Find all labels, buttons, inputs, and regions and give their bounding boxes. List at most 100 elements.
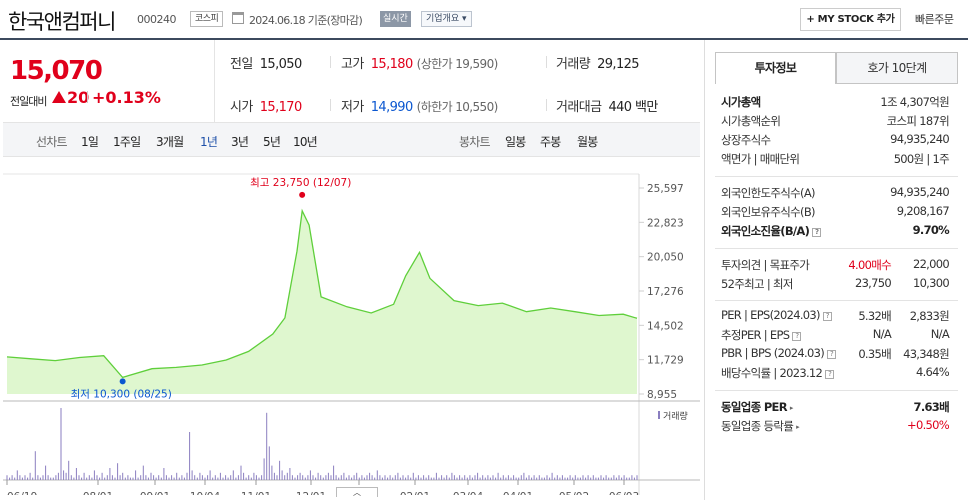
stat-prev-close: 전일 15,050: [230, 57, 302, 72]
high-marker: [299, 191, 306, 198]
row-foreign-hold: 외국인보유주식수(B) 9,208,167: [721, 204, 950, 219]
company-overview-dropdown[interactable]: 기업개요 ▾: [421, 11, 472, 27]
change-divider: [87, 91, 88, 103]
base-date: 2024.06.18 기준(장마감): [249, 14, 363, 27]
section-divider: [715, 248, 958, 249]
y-tick-label: 8,955: [647, 389, 677, 401]
x-tick-label: 08/01: [83, 491, 113, 495]
section-divider: [715, 176, 958, 177]
stat-divider: [546, 99, 547, 111]
volume-legend-swatch: [658, 411, 660, 419]
row-pbr-bps: PBR | BPS (2024.03)? 0.35배 43,348원: [721, 346, 950, 361]
help-icon[interactable]: ?: [827, 350, 837, 359]
stat-trade-amount: 거래대금 440 백만: [556, 100, 658, 115]
tab-daily[interactable]: 일봉: [505, 135, 526, 149]
expand-chart-button[interactable]: ︿: [336, 487, 378, 497]
tab-1y[interactable]: 1년: [200, 135, 218, 149]
tab-1w[interactable]: 1주일: [113, 135, 141, 149]
row-52week: 52주최고 | 최저 23,750 10,300: [721, 276, 950, 291]
row-market-cap: 시가총액 1조 4,307억원: [721, 95, 950, 109]
row-cap-rank: 시가총액순위 코스피 187위: [721, 114, 950, 128]
tab-10y[interactable]: 10년: [293, 135, 318, 149]
stock-code: 000240: [137, 13, 177, 26]
section-divider: [715, 390, 958, 391]
price-line: [6, 208, 638, 379]
candle-chart-label: 봉차트: [459, 135, 491, 149]
stat-divider: [546, 56, 547, 68]
tab-invest-info[interactable]: 투자정보: [715, 52, 836, 84]
low-label: 최저 10,300 (08/25): [71, 388, 172, 400]
row-par-value: 액면가 | 매매단위 500원 | 1주: [721, 152, 950, 166]
stat-divider: [330, 99, 331, 111]
row-sector-change: 동일업종 등락률 ▸ +0.50%: [721, 418, 950, 433]
y-tick-label: 14,502: [647, 320, 684, 332]
y-tick-label: 17,276: [647, 286, 684, 298]
calendar-icon: [232, 12, 244, 24]
x-tick-label: 12/01: [296, 491, 326, 495]
market-badge: 코스피: [190, 11, 224, 27]
chevron-right-icon: ▸: [789, 404, 793, 412]
company-name[interactable]: 한국앤컴퍼니: [8, 10, 116, 34]
x-tick-label: 06/03: [609, 491, 639, 495]
stat-open: 시가 15,170: [230, 100, 302, 115]
y-tick-label: 25,597: [647, 183, 684, 195]
current-price: 15,070: [10, 56, 103, 86]
up-arrow-icon: [52, 91, 66, 103]
row-dividend: 배당수익률 | 2023.12? 4.64%: [721, 365, 950, 380]
x-tick-label: 03/04: [453, 491, 484, 495]
invest-info-panel: 투자정보 호가 10단계 시가총액 1조 4,307억원 시가총액순위 코스피 …: [704, 40, 968, 500]
row-opinion: 투자의견 | 목표주가 4.00매수 22,000: [721, 257, 950, 272]
x-tick-label: 11/01: [241, 491, 271, 495]
x-tick-label: 05/02: [559, 491, 589, 495]
price-chart[interactable]: 25,597 22,823 20,050 17,276 14,502 11,729 8,95…: [3, 158, 700, 495]
tab-orderbook[interactable]: 호가 10단계: [836, 52, 958, 84]
help-icon[interactable]: ?: [822, 312, 832, 321]
row-est-per: 추정PER | EPS? N/A N/A: [721, 327, 950, 342]
volume-legend-label: 거래량: [663, 410, 688, 422]
chart-period-tabs: 선차트 1일 1주일 3개월 1년 3년 5년 10년 봉차트 일봉 주봉 월봉: [3, 122, 700, 157]
row-foreign-limit: 외국인한도주식수(A) 94,935,240: [721, 185, 950, 200]
stat-low: 저가 14,990 (하한가 10,550): [341, 100, 498, 115]
current-price-box: 15,070 전일대비 20 +0.13%: [3, 40, 215, 122]
y-tick-label: 22,823: [647, 217, 684, 229]
help-icon[interactable]: ?: [825, 370, 835, 379]
price-chart-panel: 15,070 전일대비 20 +0.13% 전일 15,050 고가 15,180(…: [3, 40, 700, 497]
tab-monthly[interactable]: 월봉: [577, 135, 598, 149]
x-tick-label: 10/04: [190, 491, 221, 495]
tab-weekly[interactable]: 주봉: [540, 135, 561, 149]
x-tick-label: 09/01: [140, 491, 170, 495]
quick-order-link[interactable]: 빠른주문: [915, 13, 954, 26]
header-divider: [0, 38, 968, 40]
tab-5y[interactable]: 5년: [263, 135, 281, 149]
x-tick-label: 02/01: [400, 491, 430, 495]
y-tick-label: 20,050: [647, 252, 684, 264]
row-listed-shares: 상장주식수 94,935,240: [721, 132, 950, 147]
high-label: 최고 23,750 (12/07): [250, 177, 351, 189]
add-my-stock-button[interactable]: + MY STOCK 추가: [800, 8, 901, 31]
row-per-eps: PER | EPS(2024.03)? 5.32배 2,833원: [721, 308, 950, 323]
chart-svg[interactable]: 25,597 22,823 20,050 17,276 14,502 11,729 8,95…: [3, 158, 700, 495]
x-tick-label: 04/01: [503, 491, 533, 495]
tab-1d[interactable]: 1일: [81, 135, 99, 149]
stat-volume: 거래량 29,125: [556, 57, 640, 72]
change-value: 20: [67, 88, 90, 107]
help-icon[interactable]: ?: [812, 228, 822, 237]
row-sector-per: 동일업종 PER ▸ 7.63배: [721, 400, 950, 414]
x-tick-label: 06/19: [7, 491, 37, 495]
price-area-fill: [7, 210, 637, 394]
help-icon[interactable]: ?: [792, 332, 802, 341]
section-divider: [715, 300, 958, 301]
invest-tabs: 투자정보 호가 10단계: [715, 52, 958, 84]
row-foreign-ratio: 외국인소진율(B/A)? 9.70%: [721, 223, 950, 238]
chevron-right-icon: ▸: [796, 423, 799, 431]
stat-divider: [330, 56, 331, 68]
realtime-button[interactable]: 실시간: [380, 11, 411, 27]
tab-3y[interactable]: 3년: [231, 135, 249, 149]
tab-3m[interactable]: 3개월: [156, 135, 184, 149]
stock-header: 한국앤컴퍼니 000240 코스피 2024.06.18 기준(장마감) 실시간…: [0, 0, 968, 38]
change-percent: +0.13%: [92, 88, 161, 107]
stat-high: 고가 15,180 (상한가 19,590): [341, 57, 498, 72]
low-marker: [119, 378, 126, 385]
change-label: 전일대비: [10, 95, 47, 108]
line-chart-label: 선차트: [36, 135, 68, 149]
